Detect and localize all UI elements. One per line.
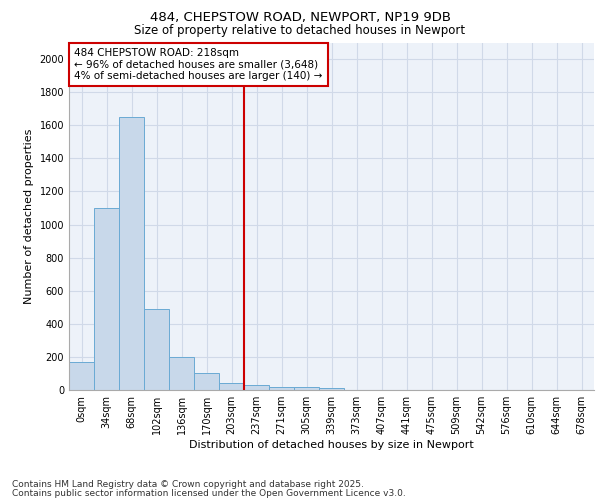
Bar [119,117,144,390]
Bar [219,382,244,390]
Bar [94,208,119,390]
Bar [69,362,94,390]
Text: 484, CHEPSTOW ROAD, NEWPORT, NP19 9DB: 484, CHEPSTOW ROAD, NEWPORT, NP19 9DB [149,11,451,24]
X-axis label: Distribution of detached houses by size in Newport: Distribution of detached houses by size … [189,440,474,450]
Bar [319,388,344,390]
Y-axis label: Number of detached properties: Number of detached properties [24,128,34,304]
Text: Contains HM Land Registry data © Crown copyright and database right 2025.: Contains HM Land Registry data © Crown c… [12,480,364,489]
Bar [244,385,269,390]
Bar [169,357,194,390]
Bar [269,386,294,390]
Text: Size of property relative to detached houses in Newport: Size of property relative to detached ho… [134,24,466,37]
Text: Contains public sector information licensed under the Open Government Licence v3: Contains public sector information licen… [12,488,406,498]
Bar [194,374,219,390]
Text: 484 CHEPSTOW ROAD: 218sqm
← 96% of detached houses are smaller (3,648)
4% of sem: 484 CHEPSTOW ROAD: 218sqm ← 96% of detac… [74,48,323,81]
Bar [144,309,169,390]
Bar [294,386,319,390]
